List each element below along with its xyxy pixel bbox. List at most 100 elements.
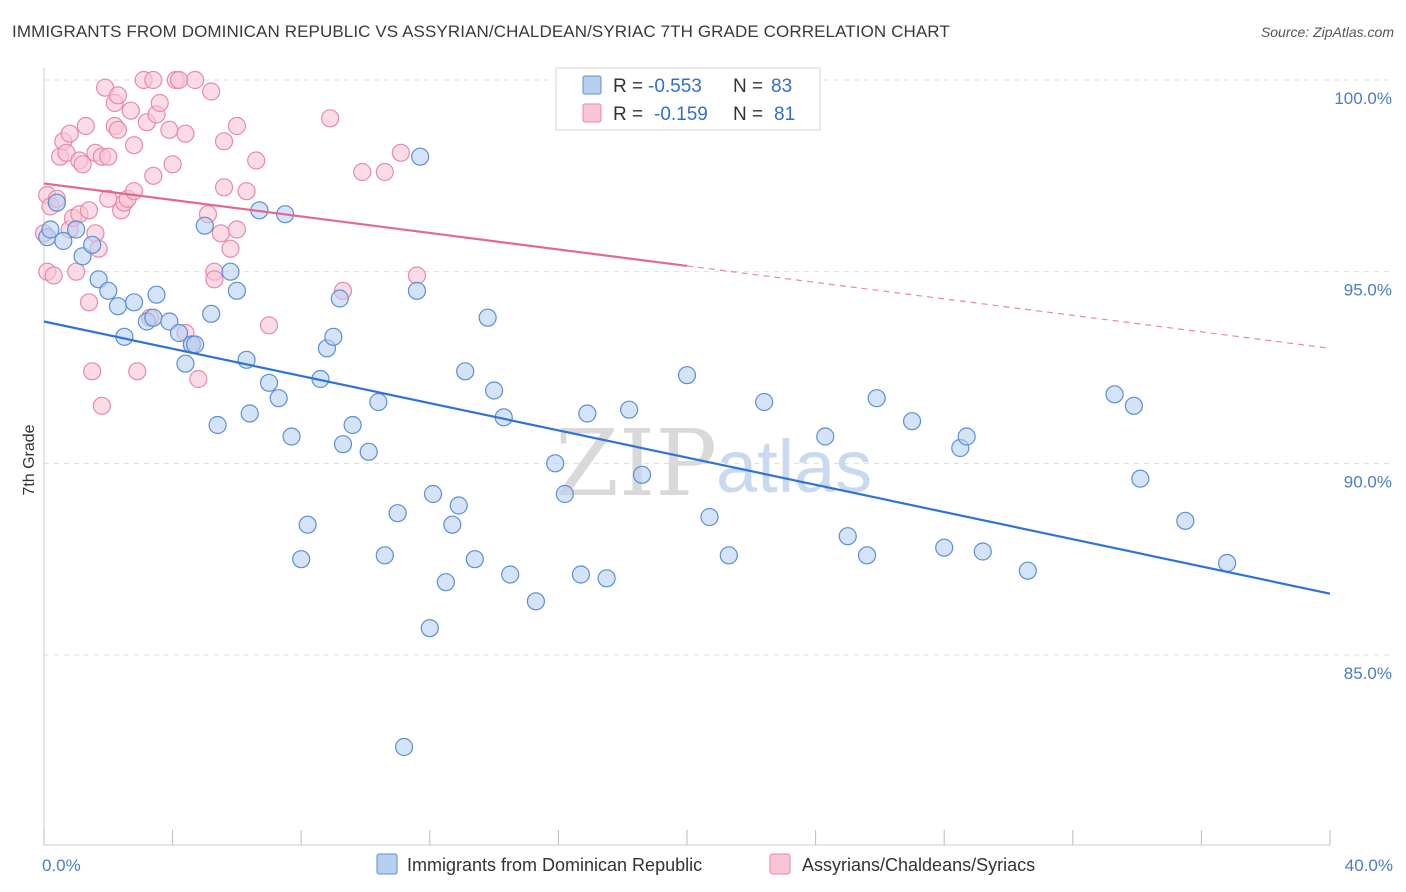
blue-series-points bbox=[38, 147, 1237, 757]
watermark-atlas: atlas bbox=[716, 425, 872, 508]
blue-point bbox=[343, 415, 362, 435]
pink-point bbox=[92, 396, 111, 415]
legend-blue-label: Immigrants from Dominican Republic bbox=[407, 855, 702, 875]
blue-point bbox=[195, 216, 214, 235]
blue-point bbox=[221, 262, 240, 281]
blue-point bbox=[935, 538, 954, 557]
blue-point bbox=[388, 504, 407, 523]
pink-point bbox=[99, 147, 118, 166]
pink-point bbox=[214, 178, 234, 197]
pink-point bbox=[391, 143, 410, 162]
chart-title: IMMIGRANTS FROM DOMINICAN REPUBLIC VS AS… bbox=[12, 22, 950, 41]
blue-point bbox=[227, 281, 246, 300]
blue-point bbox=[47, 193, 66, 212]
pink-point bbox=[407, 266, 427, 285]
stats-blue-swatch bbox=[582, 75, 602, 95]
pink-point bbox=[67, 262, 86, 281]
blue-point bbox=[677, 366, 697, 385]
blue-point bbox=[99, 281, 118, 300]
pink-point bbox=[214, 132, 234, 151]
blue-point bbox=[298, 515, 317, 534]
pink-point bbox=[124, 136, 144, 155]
pink-point bbox=[237, 182, 256, 201]
blue-point bbox=[83, 235, 102, 254]
blue-point bbox=[1018, 561, 1037, 580]
blue-point bbox=[478, 308, 497, 327]
stats-blue-r-label: R = bbox=[613, 76, 643, 97]
legend-pink-label: Assyrians/Chaldeans/Syriacs bbox=[802, 855, 1035, 875]
blue-point bbox=[456, 362, 475, 381]
blue-point bbox=[259, 373, 279, 392]
pink-point bbox=[375, 162, 394, 182]
pink-point bbox=[176, 124, 195, 143]
pink-point bbox=[79, 293, 99, 312]
pink-point bbox=[128, 362, 147, 381]
blue-point bbox=[816, 427, 835, 446]
pink-point bbox=[321, 109, 340, 128]
pink-point bbox=[124, 182, 144, 201]
blue-point bbox=[755, 392, 774, 412]
blue-point bbox=[1176, 511, 1195, 530]
blue-point bbox=[973, 542, 992, 561]
blue-point bbox=[501, 565, 520, 584]
pink-point bbox=[163, 155, 182, 174]
x-ticks bbox=[43, 830, 1331, 845]
pink-point bbox=[83, 362, 102, 381]
pink-point bbox=[150, 93, 169, 113]
pink-trend-line bbox=[43, 182, 688, 268]
stats-pink-r-value: -0.159 bbox=[654, 104, 708, 125]
blue-trend-line bbox=[43, 320, 1331, 595]
pink-point bbox=[259, 316, 279, 335]
x-tick-label: 0.0% bbox=[42, 856, 81, 875]
blue-point bbox=[202, 304, 221, 323]
blue-point bbox=[546, 454, 565, 473]
pink-point bbox=[189, 369, 208, 389]
blue-point bbox=[571, 565, 591, 584]
blue-point bbox=[1124, 396, 1143, 415]
blue-point bbox=[144, 308, 163, 327]
blue-point bbox=[108, 297, 128, 316]
stats-blue-n-label: N = bbox=[733, 76, 763, 97]
blue-point bbox=[359, 442, 378, 461]
blue-point bbox=[423, 484, 443, 504]
blue-point bbox=[124, 293, 144, 312]
blue-point bbox=[420, 619, 439, 638]
pink-point bbox=[202, 82, 221, 101]
blue-point bbox=[555, 484, 574, 504]
blue-point bbox=[526, 592, 545, 611]
pink-point bbox=[73, 155, 92, 174]
blue-point bbox=[330, 289, 349, 308]
pink-point bbox=[169, 70, 189, 90]
stats-pink-n-label: N = bbox=[733, 104, 763, 125]
y-tick-label: 90.0% bbox=[1344, 472, 1392, 491]
blue-point bbox=[902, 412, 922, 431]
y-axis-title: 7th Grade bbox=[21, 424, 38, 495]
blue-point bbox=[465, 550, 484, 569]
trend-lines bbox=[43, 182, 1331, 595]
blue-point bbox=[411, 147, 430, 166]
stats-blue-r-value: -0.553 bbox=[648, 76, 702, 97]
pink-trend-line-dashed bbox=[686, 265, 1331, 349]
pink-point bbox=[205, 270, 224, 289]
blue-point bbox=[41, 220, 60, 239]
blue-point bbox=[407, 281, 427, 300]
x-tick-labels: 0.0% 40.0% bbox=[42, 856, 1393, 875]
watermark: ZIP atlas bbox=[555, 410, 872, 517]
blue-point bbox=[578, 404, 597, 423]
blue-point bbox=[208, 415, 227, 435]
blue-point bbox=[436, 573, 455, 592]
blue-point bbox=[333, 435, 353, 454]
blue-point bbox=[620, 400, 639, 419]
stats-pink-r-label: R = bbox=[613, 104, 643, 125]
blue-point bbox=[838, 527, 857, 546]
stats-pink-n-value: 81 bbox=[774, 104, 795, 125]
y-tick-labels: 100.0% 95.0% 90.0% 85.0% bbox=[1334, 89, 1392, 683]
pink-point bbox=[221, 239, 240, 258]
watermark-zip: ZIP bbox=[555, 410, 717, 517]
blue-point bbox=[282, 427, 301, 446]
pink-point bbox=[160, 120, 179, 139]
pink-point bbox=[227, 220, 246, 239]
blue-point bbox=[1105, 385, 1124, 404]
blue-point bbox=[324, 327, 343, 346]
blue-point bbox=[375, 546, 394, 565]
